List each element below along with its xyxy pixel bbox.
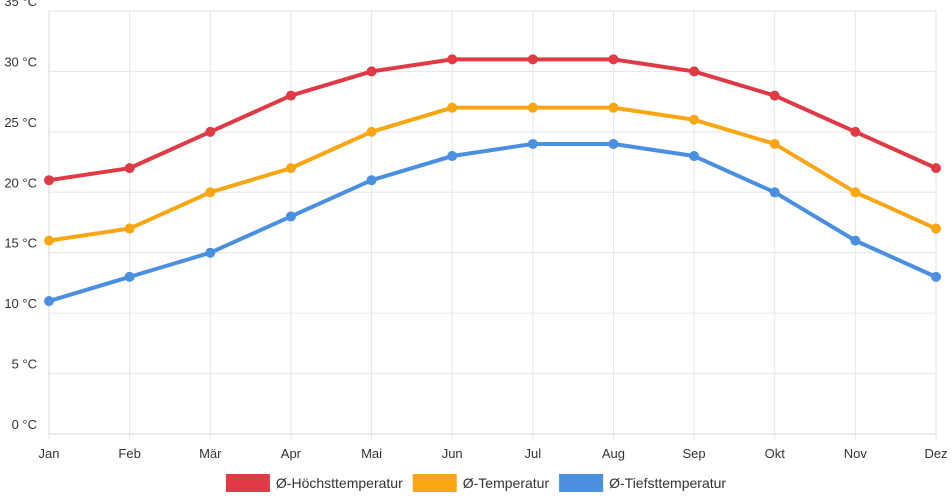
y-tick-label: 0 °C (12, 417, 37, 432)
data-point[interactable] (124, 223, 135, 234)
legend-item[interactable]: Ø-Temperatur (412, 474, 550, 492)
y-tick-label: 10 °C (4, 296, 37, 311)
data-point[interactable] (689, 151, 700, 162)
data-point[interactable] (124, 163, 135, 174)
data-point[interactable] (689, 66, 700, 77)
data-point[interactable] (205, 187, 216, 198)
data-point[interactable] (447, 102, 458, 113)
data-point[interactable] (285, 211, 296, 222)
data-point[interactable] (850, 187, 861, 198)
data-point[interactable] (447, 54, 458, 65)
series-1 (44, 54, 941, 186)
data-point[interactable] (124, 271, 135, 282)
data-point[interactable] (527, 102, 538, 113)
x-tick-label: Mai (361, 446, 382, 461)
data-point[interactable] (931, 271, 941, 282)
data-point[interactable] (769, 90, 780, 101)
x-tick-label: Jun (442, 446, 463, 461)
legend-item[interactable]: Ø-Höchsttemperatur (225, 474, 403, 492)
data-point[interactable] (366, 126, 377, 137)
x-tick-label: Dez (924, 446, 947, 461)
x-axis: Jan Feb Mär Apr Mai Jun Jul Aug Sep Okt Nov Dez (39, 446, 948, 461)
data-point[interactable] (44, 296, 54, 307)
series-line (47, 141, 938, 304)
series-3 (44, 138, 941, 307)
x-tick-label: Feb (118, 446, 140, 461)
data-point[interactable] (44, 235, 54, 246)
series-line (47, 57, 938, 183)
x-tick-label: Sep (683, 446, 706, 461)
data-point[interactable] (931, 223, 941, 234)
legend-swatch (559, 474, 604, 492)
legend-swatch (225, 474, 270, 492)
data-point[interactable] (769, 187, 780, 198)
data-point[interactable] (689, 114, 700, 125)
x-tick-label: Jan (39, 446, 60, 461)
legend: Ø-Höchsttemperatur Ø-Temperatur Ø-Tiefstte… (225, 474, 726, 492)
series-line (47, 105, 938, 243)
y-tick-label: 30 °C (4, 54, 37, 69)
x-tick-label: Nov (844, 446, 868, 461)
legend-swatch (412, 474, 457, 492)
y-tick-label: 20 °C (4, 175, 37, 190)
data-point[interactable] (769, 138, 780, 149)
data-point[interactable] (366, 66, 377, 77)
grid (48, 10, 937, 440)
legend-label: Ø-Tiefsttemperatur (609, 475, 726, 491)
data-point[interactable] (44, 175, 54, 186)
legend-label: Ø-Temperatur (463, 475, 550, 491)
x-tick-label: Apr (281, 446, 302, 461)
data-point[interactable] (850, 235, 861, 246)
x-tick-label: Aug (602, 446, 625, 461)
data-point[interactable] (931, 163, 941, 174)
data-point[interactable] (608, 54, 619, 65)
data-point[interactable] (447, 151, 458, 162)
legend-label: Ø-Höchsttemperatur (276, 475, 403, 491)
data-point[interactable] (608, 138, 619, 149)
data-point[interactable] (285, 90, 296, 101)
legend-item[interactable]: Ø-Tiefsttemperatur (559, 474, 726, 492)
data-point[interactable] (527, 54, 538, 65)
y-tick-label: 15 °C (4, 236, 37, 251)
data-point[interactable] (608, 102, 619, 113)
x-tick-label: Jul (525, 446, 542, 461)
data-point[interactable] (527, 138, 538, 149)
y-tick-label: 5 °C (12, 357, 37, 372)
data-point[interactable] (850, 126, 861, 137)
x-tick-label: Mär (199, 446, 222, 461)
y-axis: 0 °C 5 °C 10 °C 15 °C 20 °C 25 °C 30 °C 35 °C (4, 0, 37, 432)
y-tick-label: 35 °C (4, 0, 37, 9)
series-2 (44, 102, 941, 246)
data-point[interactable] (285, 163, 296, 174)
x-tick-label: Okt (765, 446, 786, 461)
y-tick-label: 25 °C (4, 115, 37, 130)
data-point[interactable] (366, 175, 377, 186)
data-point[interactable] (205, 126, 216, 137)
data-point[interactable] (205, 247, 216, 258)
series-group (44, 54, 941, 307)
